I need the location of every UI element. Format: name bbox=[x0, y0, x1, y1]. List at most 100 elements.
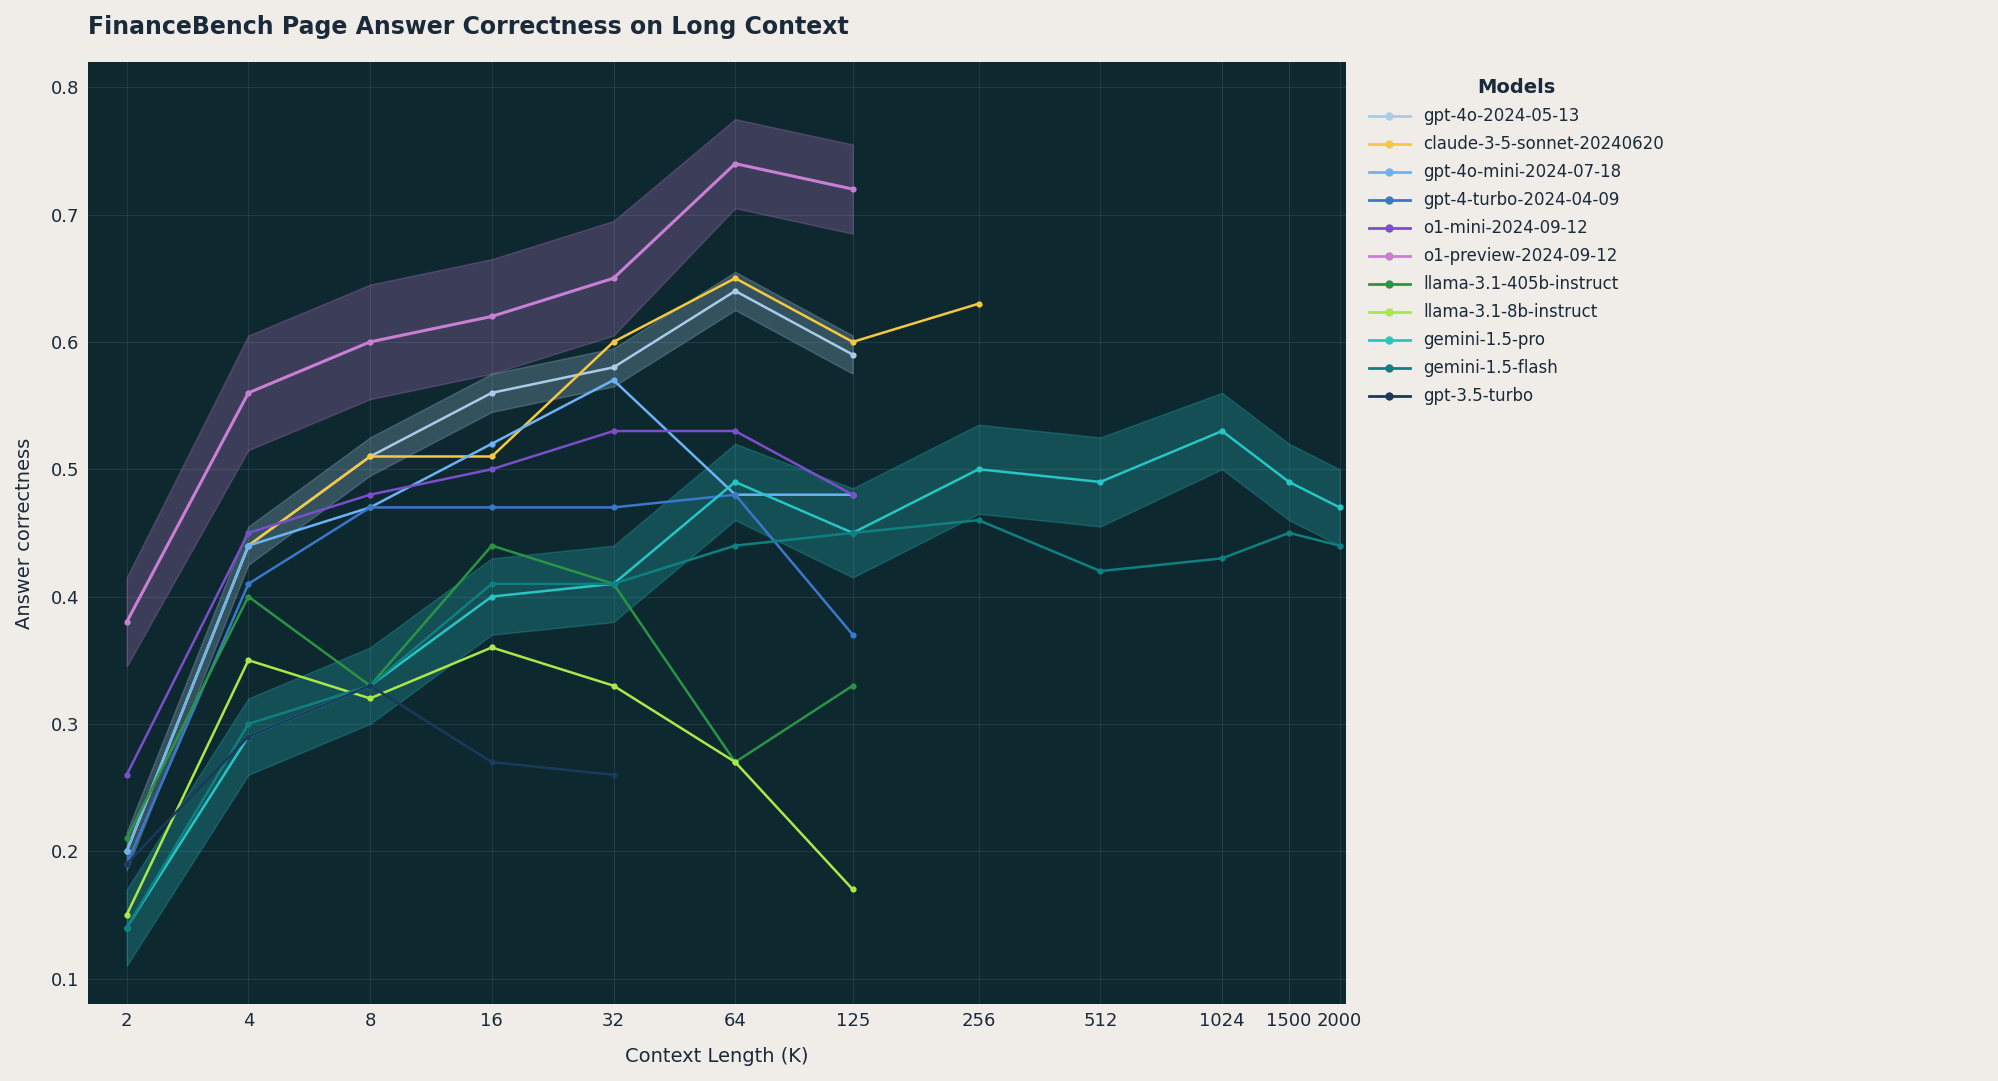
gpt-4-turbo-2024-04-09 bbox=[841, 628, 865, 641]
gemini-1.5-flash bbox=[1209, 552, 1233, 565]
gpt-4o-2024-05-13 bbox=[723, 284, 747, 297]
o1-preview-2024-09-12 bbox=[601, 271, 625, 284]
claude-3-5-sonnet-20240620 bbox=[236, 539, 260, 552]
gpt-4o-2024-05-13 bbox=[236, 539, 260, 552]
gpt-4o-mini-2024-07-18 bbox=[601, 374, 625, 387]
o1-mini-2024-09-12 bbox=[358, 489, 382, 502]
gpt-4-turbo-2024-04-09 bbox=[601, 501, 625, 513]
gemini-1.5-pro bbox=[967, 463, 991, 476]
Line: o1-preview-2024-09-12: o1-preview-2024-09-12 bbox=[124, 160, 855, 625]
gemini-1.5-flash bbox=[480, 577, 503, 590]
gemini-1.5-flash bbox=[841, 526, 865, 539]
o1-preview-2024-09-12 bbox=[358, 335, 382, 348]
gemini-1.5-pro bbox=[1087, 476, 1111, 489]
gpt-4o-mini-2024-07-18 bbox=[114, 844, 138, 857]
gpt-3.5-turbo bbox=[480, 756, 503, 769]
gpt-4o-mini-2024-07-18 bbox=[841, 489, 865, 502]
llama-3.1-405b-instruct bbox=[723, 756, 747, 769]
gpt-4o-2024-05-13 bbox=[114, 844, 138, 857]
gpt-3.5-turbo bbox=[114, 857, 138, 870]
gpt-4o-2024-05-13 bbox=[358, 450, 382, 463]
o1-preview-2024-09-12 bbox=[236, 386, 260, 399]
claude-3-5-sonnet-20240620 bbox=[358, 450, 382, 463]
gemini-1.5-flash bbox=[358, 679, 382, 692]
llama-3.1-8b-instruct bbox=[480, 641, 503, 654]
gpt-3.5-turbo bbox=[601, 769, 625, 782]
gemini-1.5-pro bbox=[601, 577, 625, 590]
Line: gpt-4o-2024-05-13: gpt-4o-2024-05-13 bbox=[124, 288, 855, 854]
o1-preview-2024-09-12 bbox=[114, 615, 138, 628]
Line: gemini-1.5-flash: gemini-1.5-flash bbox=[124, 517, 1343, 931]
gemini-1.5-pro bbox=[480, 590, 503, 603]
Line: claude-3-5-sonnet-20240620: claude-3-5-sonnet-20240620 bbox=[124, 275, 981, 854]
gpt-4o-mini-2024-07-18 bbox=[723, 489, 747, 502]
gemini-1.5-pro bbox=[358, 679, 382, 692]
o1-preview-2024-09-12 bbox=[723, 157, 747, 170]
gpt-4o-mini-2024-07-18 bbox=[480, 438, 503, 451]
llama-3.1-8b-instruct bbox=[358, 692, 382, 705]
gpt-4-turbo-2024-04-09 bbox=[358, 501, 382, 513]
gemini-1.5-flash bbox=[1327, 539, 1351, 552]
llama-3.1-8b-instruct bbox=[114, 908, 138, 921]
llama-3.1-8b-instruct bbox=[723, 756, 747, 769]
llama-3.1-405b-instruct bbox=[841, 679, 865, 692]
gpt-4o-2024-05-13 bbox=[841, 348, 865, 361]
gpt-4-turbo-2024-04-09 bbox=[236, 577, 260, 590]
gemini-1.5-flash bbox=[601, 577, 625, 590]
gpt-4o-mini-2024-07-18 bbox=[358, 501, 382, 513]
claude-3-5-sonnet-20240620 bbox=[841, 335, 865, 348]
gemini-1.5-pro bbox=[114, 921, 138, 934]
o1-preview-2024-09-12 bbox=[841, 183, 865, 196]
Line: o1-mini-2024-09-12: o1-mini-2024-09-12 bbox=[124, 428, 855, 778]
gpt-4-turbo-2024-04-09 bbox=[114, 857, 138, 870]
gpt-3.5-turbo bbox=[236, 730, 260, 743]
gpt-4-turbo-2024-04-09 bbox=[723, 489, 747, 502]
X-axis label: Context Length (K): Context Length (K) bbox=[625, 1047, 807, 1066]
gemini-1.5-pro bbox=[1209, 425, 1233, 438]
gemini-1.5-pro bbox=[1327, 501, 1351, 513]
Line: gpt-3.5-turbo: gpt-3.5-turbo bbox=[124, 682, 615, 867]
llama-3.1-8b-instruct bbox=[601, 679, 625, 692]
o1-mini-2024-09-12 bbox=[236, 526, 260, 539]
o1-mini-2024-09-12 bbox=[723, 425, 747, 438]
gemini-1.5-pro bbox=[841, 526, 865, 539]
Line: gemini-1.5-pro: gemini-1.5-pro bbox=[124, 428, 1343, 931]
Line: llama-3.1-405b-instruct: llama-3.1-405b-instruct bbox=[124, 543, 855, 842]
llama-3.1-405b-instruct bbox=[601, 577, 625, 590]
Y-axis label: Answer correctness: Answer correctness bbox=[16, 437, 34, 628]
llama-3.1-8b-instruct bbox=[841, 883, 865, 896]
claude-3-5-sonnet-20240620 bbox=[967, 297, 991, 310]
gemini-1.5-flash bbox=[967, 513, 991, 526]
o1-preview-2024-09-12 bbox=[480, 310, 503, 323]
llama-3.1-8b-instruct bbox=[236, 654, 260, 667]
llama-3.1-405b-instruct bbox=[236, 590, 260, 603]
gpt-4o-2024-05-13 bbox=[601, 361, 625, 374]
gpt-4o-mini-2024-07-18 bbox=[236, 539, 260, 552]
claude-3-5-sonnet-20240620 bbox=[723, 271, 747, 284]
o1-mini-2024-09-12 bbox=[601, 425, 625, 438]
Line: gpt-4-turbo-2024-04-09: gpt-4-turbo-2024-04-09 bbox=[124, 492, 855, 867]
claude-3-5-sonnet-20240620 bbox=[114, 844, 138, 857]
gemini-1.5-flash bbox=[236, 718, 260, 731]
gemini-1.5-pro bbox=[723, 476, 747, 489]
gemini-1.5-flash bbox=[723, 539, 747, 552]
o1-mini-2024-09-12 bbox=[114, 769, 138, 782]
o1-mini-2024-09-12 bbox=[480, 463, 503, 476]
Text: FinanceBench Page Answer Correctness on Long Context: FinanceBench Page Answer Correctness on … bbox=[88, 15, 847, 39]
claude-3-5-sonnet-20240620 bbox=[601, 335, 625, 348]
llama-3.1-405b-instruct bbox=[358, 679, 382, 692]
gemini-1.5-flash bbox=[1277, 526, 1301, 539]
gemini-1.5-pro bbox=[236, 730, 260, 743]
gpt-4o-2024-05-13 bbox=[480, 386, 503, 399]
Legend: gpt-4o-2024-05-13, claude-3-5-sonnet-20240620, gpt-4o-mini-2024-07-18, gpt-4-tur: gpt-4o-2024-05-13, claude-3-5-sonnet-202… bbox=[1359, 70, 1672, 414]
gemini-1.5-flash bbox=[114, 921, 138, 934]
Line: llama-3.1-8b-instruct: llama-3.1-8b-instruct bbox=[124, 644, 855, 918]
llama-3.1-405b-instruct bbox=[480, 539, 503, 552]
claude-3-5-sonnet-20240620 bbox=[480, 450, 503, 463]
gemini-1.5-flash bbox=[1087, 564, 1111, 577]
Line: gpt-4o-mini-2024-07-18: gpt-4o-mini-2024-07-18 bbox=[124, 377, 855, 854]
gemini-1.5-pro bbox=[1277, 476, 1301, 489]
gpt-3.5-turbo bbox=[358, 679, 382, 692]
llama-3.1-405b-instruct bbox=[114, 832, 138, 845]
gpt-4-turbo-2024-04-09 bbox=[480, 501, 503, 513]
